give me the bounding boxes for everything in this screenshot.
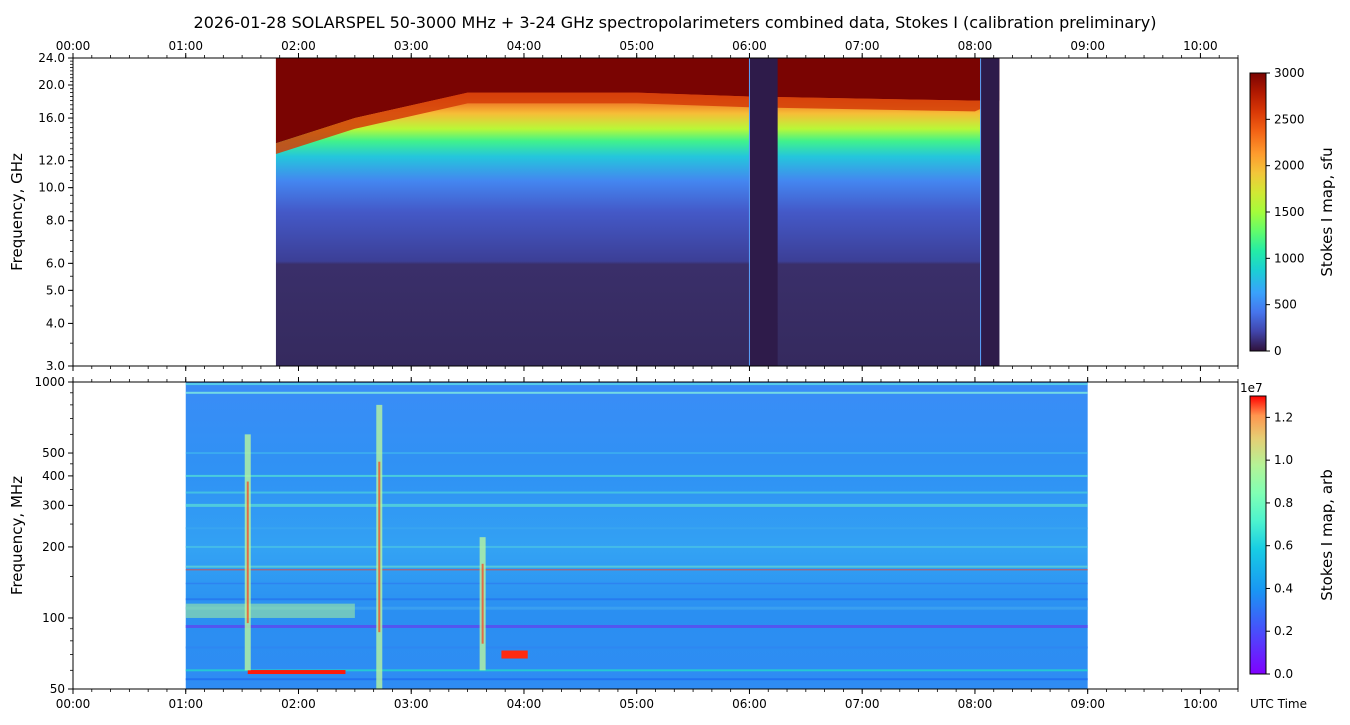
bottom-xtick-label: 03:00	[394, 697, 429, 711]
bottom-band-line	[185, 625, 1088, 629]
bottom-band-line	[185, 565, 1088, 568]
top-ytick-label: 20.0	[38, 78, 65, 92]
top-xtick-label: 05:00	[619, 39, 654, 53]
top-colorbar-tick-label: 1500	[1274, 205, 1305, 219]
bottom-ytick-label: 500	[42, 446, 65, 460]
bottom-burst-core-1	[246, 481, 249, 624]
bottom-panel: 50 100 200 300 400 500 1000 Frequency, MHz 00:00…	[8, 375, 1307, 711]
top-xtick-label: 03:00	[394, 39, 429, 53]
bottom-colorbar-tick-label: 0.6	[1274, 539, 1293, 553]
bottom-band-line	[185, 527, 1088, 530]
bottom-colorbar: 0.0 0.2 0.4 0.6 0.8 1.0 1.2 Stokes I map, arb 1e…	[1240, 381, 1336, 681]
top-colorbar-tick-label: 1000	[1274, 251, 1305, 265]
top-data-gap-2	[980, 58, 1000, 366]
bottom-band-line	[185, 391, 1088, 394]
bottom-colorbar-tick-label: 1.0	[1274, 453, 1293, 467]
bottom-xtick-label: 01:00	[168, 697, 203, 711]
bottom-colorbar-tick-label: 0.8	[1274, 496, 1293, 510]
bottom-xtick-label: 08:00	[958, 697, 993, 711]
bottom-xlabel: UTC Time	[1250, 697, 1307, 711]
bottom-ytick-label: 50	[50, 682, 65, 696]
top-saturation-edge	[275, 92, 1000, 154]
bottom-xtick-label: 05:00	[619, 697, 654, 711]
bottom-band-line	[185, 545, 1088, 548]
bottom-colorbar-tick-label: 0.2	[1274, 624, 1293, 638]
bottom-band-line	[185, 678, 1088, 681]
bottom-xtick-label: 00:00	[56, 697, 91, 711]
top-ytick-label: 16.0	[38, 111, 65, 125]
bottom-ytick-label: 100	[42, 611, 65, 625]
top-colorbar-label: Stokes I map, sfu	[1318, 147, 1336, 276]
top-ytick-label: 8.0	[46, 214, 65, 228]
top-xtick-label: 07:00	[845, 39, 880, 53]
top-xtick-label: 01:00	[168, 39, 203, 53]
bottom-burst-core-2	[378, 461, 381, 633]
top-colorbar-bar	[1249, 72, 1267, 352]
bottom-colorbar-bar	[1249, 395, 1267, 675]
bottom-early-band	[185, 603, 355, 618]
top-colorbar-tick-label: 3000	[1274, 66, 1305, 80]
top-xtick-label: 04:00	[507, 39, 542, 53]
bottom-xtick-label: 07:00	[845, 697, 880, 711]
bottom-band-line	[185, 598, 1088, 601]
top-xtick-label: 06:00	[732, 39, 767, 53]
bottom-band-line	[185, 491, 1088, 494]
bottom-red-band	[247, 670, 346, 675]
top-colorbar-tick-label: 2000	[1274, 159, 1305, 173]
top-ylabel: Frequency, GHz	[8, 153, 26, 271]
top-saturation-region	[275, 58, 1000, 144]
bottom-band-line	[185, 474, 1088, 477]
bottom-xtick-label: 10:00	[1183, 697, 1218, 711]
top-ytick-label: 6.0	[46, 256, 65, 270]
bottom-ytick-label: 1000	[34, 375, 65, 389]
bottom-colorbar-tick-label: 0.4	[1274, 581, 1293, 595]
bottom-red-patch	[501, 650, 528, 659]
top-panel: 3.0 4.0 5.0 6.0 8.0 10.0 12.0 16.0 20.0 24.0 Frequ…	[8, 39, 1239, 373]
bottom-band-line	[185, 669, 1088, 672]
bottom-band-line	[185, 646, 1088, 649]
bottom-xtick-label: 09:00	[1070, 697, 1105, 711]
bottom-band-line	[185, 606, 1088, 610]
bottom-colorbar-tick-label: 0.0	[1274, 667, 1293, 681]
top-xtick-label: 02:00	[281, 39, 316, 53]
top-ytick-label: 3.0	[46, 359, 65, 373]
bottom-xtick-label: 02:00	[281, 697, 316, 711]
top-ytick-label: 12.0	[38, 154, 65, 168]
top-xtick-label: 09:00	[1070, 39, 1105, 53]
bottom-xtick-label: 06:00	[732, 697, 767, 711]
top-ytick-label: 10.0	[38, 181, 65, 195]
bottom-band-line	[185, 452, 1088, 454]
top-xtick-label: 10:00	[1183, 39, 1218, 53]
bottom-ylabel: Frequency, MHz	[8, 476, 26, 595]
top-data-gap-1	[749, 58, 778, 366]
bottom-burst-core-3	[481, 563, 484, 644]
bottom-band-line	[185, 582, 1088, 585]
chart-title: 2026-01-28 SOLARSPEL 50-3000 MHz + 3-24 …	[194, 13, 1157, 32]
bottom-band-line	[185, 569, 1088, 571]
bottom-ytick-label: 400	[42, 469, 65, 483]
bottom-xtick-label: 04:00	[507, 697, 542, 711]
top-ytick-label: 5.0	[46, 283, 65, 297]
top-colorbar: 0 500 1000 1500 2000 2500 3000 Stokes I map, sf…	[1249, 66, 1336, 358]
bottom-ytick-label: 200	[42, 540, 65, 554]
bottom-colorbar-tick-label: 1.2	[1274, 410, 1293, 424]
top-colorbar-tick-label: 0	[1274, 344, 1282, 358]
top-xtick-label: 00:00	[56, 39, 91, 53]
bottom-band-line	[185, 503, 1088, 507]
bottom-spectrogram	[185, 382, 1088, 689]
top-colorbar-tick-label: 500	[1274, 298, 1297, 312]
top-colorbar-tick-label: 2500	[1274, 112, 1305, 126]
bottom-ytick-label: 300	[42, 498, 65, 512]
bottom-colorbar-label: Stokes I map, arb	[1318, 469, 1336, 600]
bottom-colorbar-offset-label: 1e7	[1240, 381, 1263, 395]
bottom-band-line	[185, 383, 1088, 386]
top-ytick-label: 24.0	[38, 51, 65, 65]
top-xtick-label: 08:00	[958, 39, 993, 53]
top-ytick-label: 4.0	[46, 316, 65, 330]
